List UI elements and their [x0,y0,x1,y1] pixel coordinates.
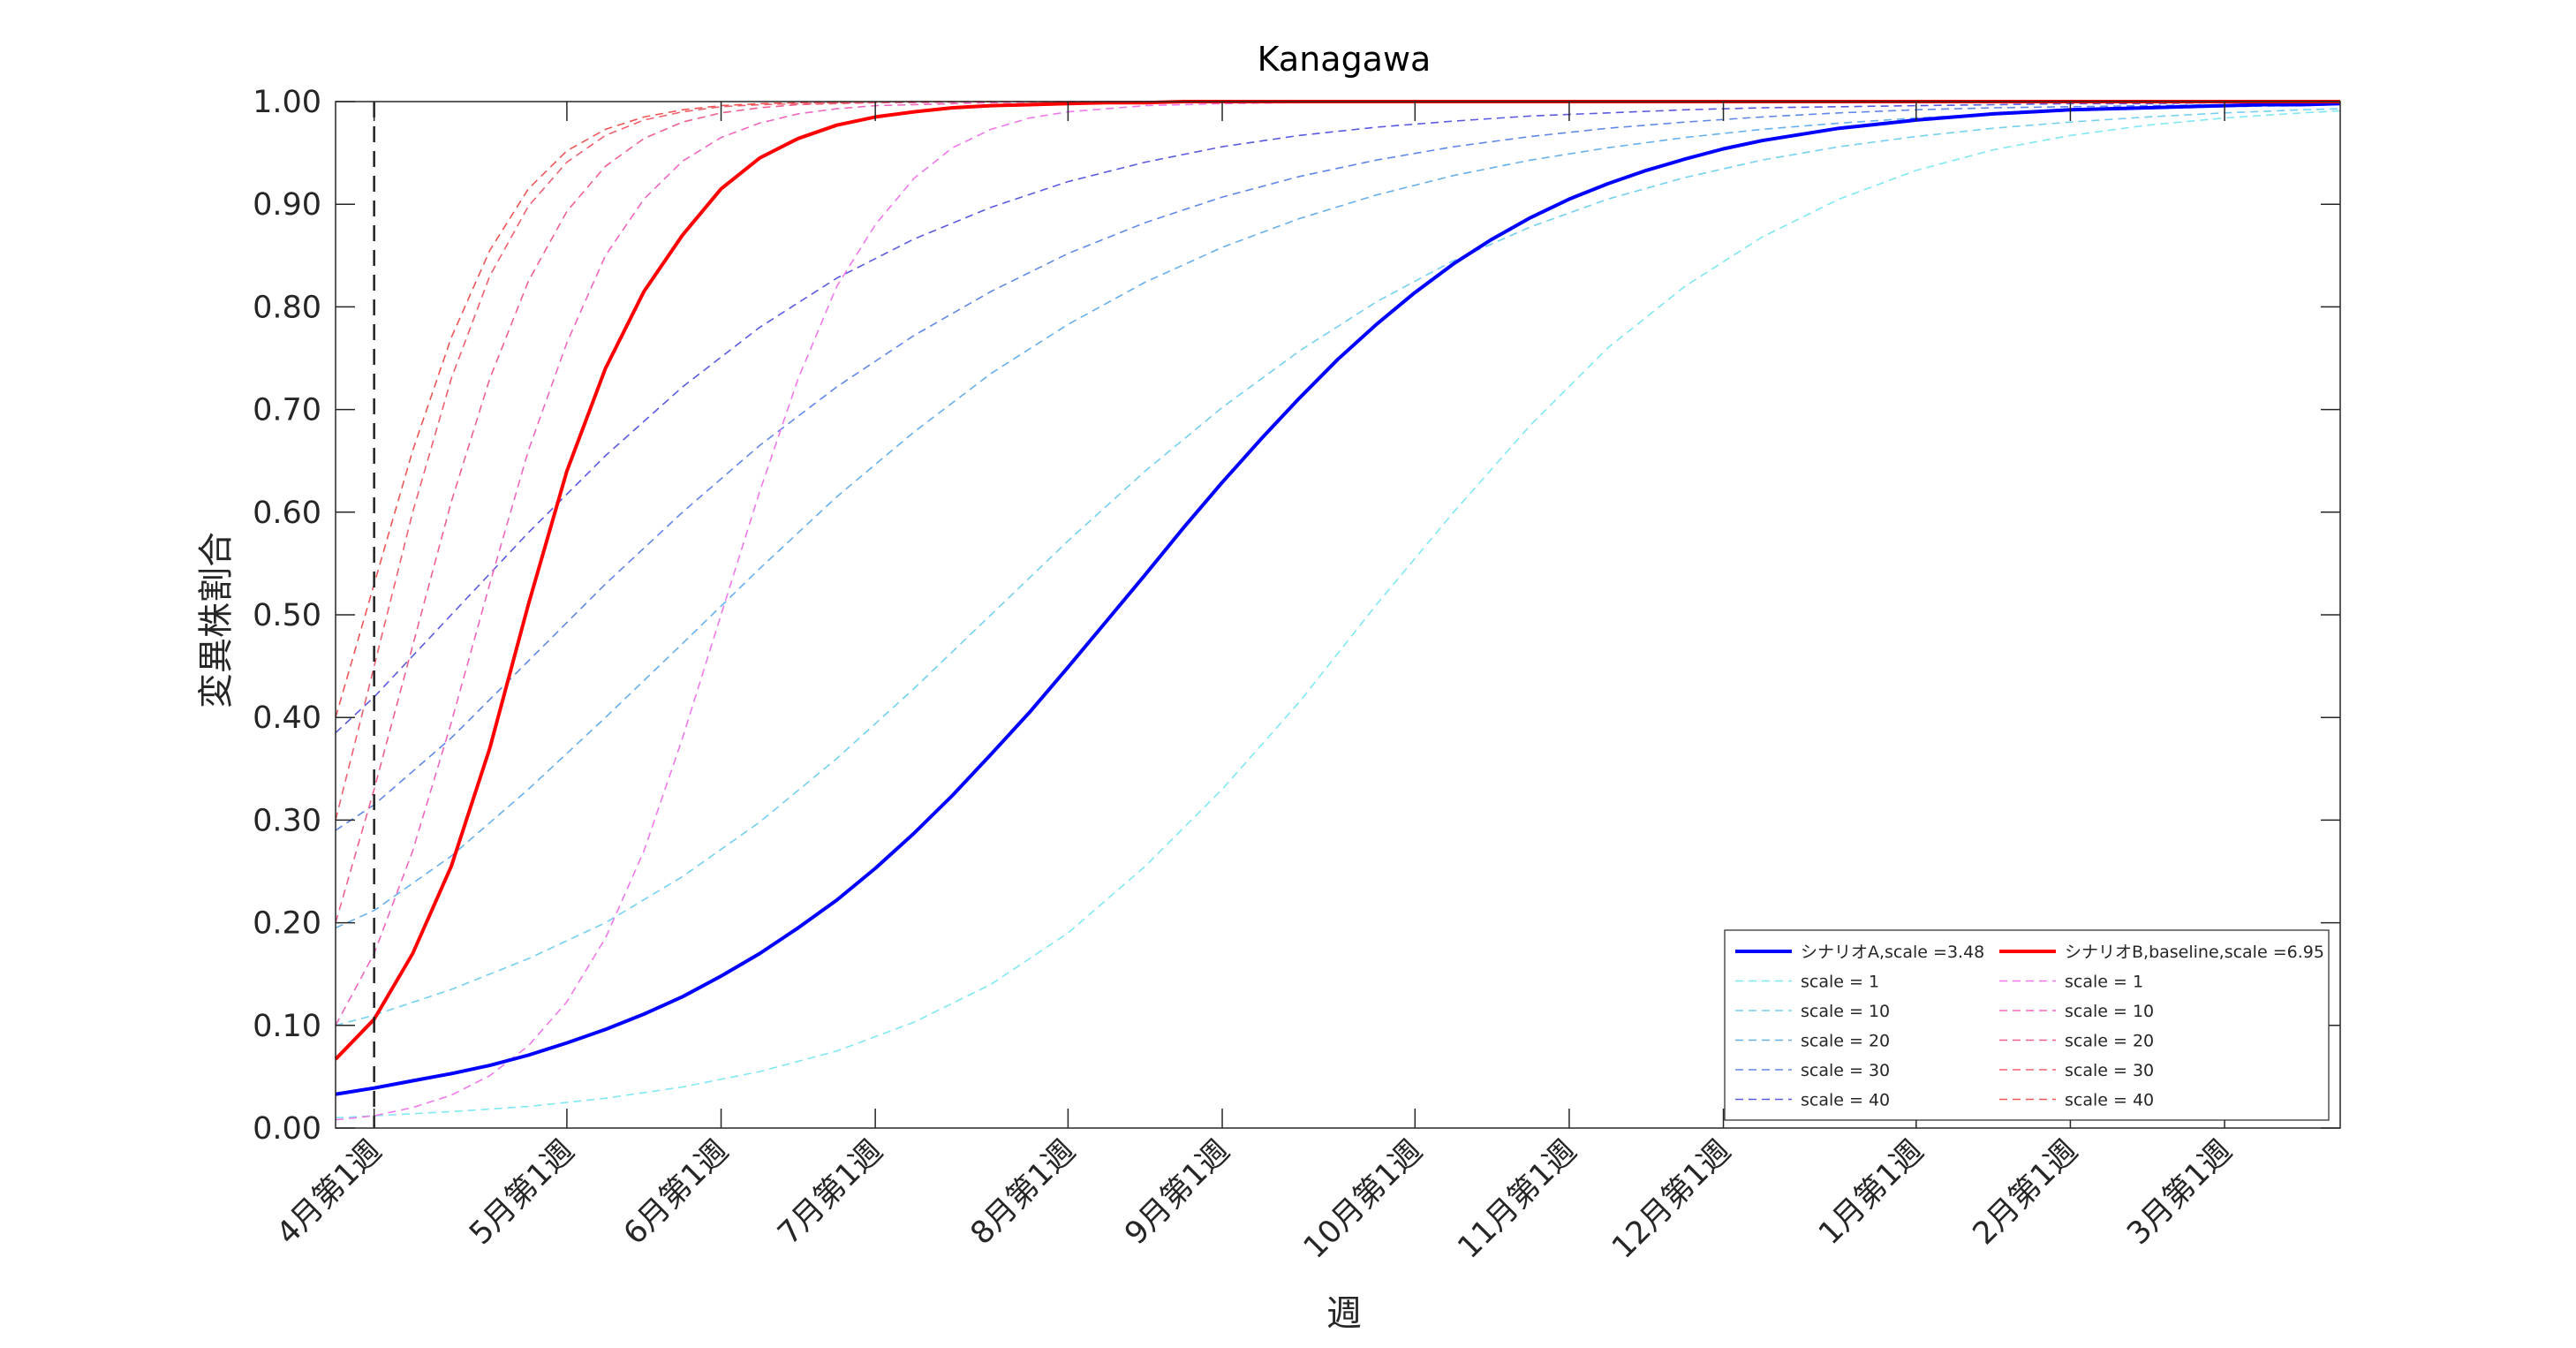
series-line-a-scale-1 [335,110,2341,1119]
legend-label: scale = 40 [1801,1091,1890,1110]
x-tick-label: 3月第1週 [2120,1133,2239,1252]
y-axis-title: 変異株割合 [196,532,237,708]
y-tick-label: 0.80 [253,290,321,325]
legend-label: scale = 1 [2065,973,2143,992]
series-line-b-scale-10 [335,101,2340,1026]
legend-label: scale = 20 [2065,1032,2154,1051]
x-tick-label: 2月第1週 [1967,1133,2085,1252]
y-tick-label: 0.00 [253,1111,321,1147]
legend-label: scale = 30 [1801,1061,1890,1080]
series-line-a-scale-10 [335,108,2341,1026]
y-tick-label: 0.10 [253,1009,321,1044]
legend-label: scale = 10 [1801,1002,1890,1021]
x-tick-label: 8月第1週 [964,1133,1083,1252]
x-tick-label: 6月第1週 [617,1133,736,1252]
y-tick-label: 0.20 [253,906,321,942]
x-tick-label: 12月第1週 [1605,1133,1738,1266]
series-line-a-scale-3-48 [335,102,2341,1096]
chart-title: Kanagawa [1258,40,1432,79]
y-tick-label: 0.30 [253,803,321,838]
series-line-a-scale-40 [335,102,2340,734]
legend-label: scale = 10 [2065,1002,2154,1021]
series-line-b-scale-30 [335,101,2340,821]
y-tick-label: 0.70 [253,393,321,428]
x-axis-title: 週 [1326,1293,1362,1334]
x-tick-label: 1月第1週 [1812,1133,1930,1252]
x-tick-labels: 4月第1週 5月第1週 6月第1週 7月第1週 8月第1週 9月第1週 10月第1週 11月第… [270,1133,2239,1266]
legend-label: scale = 40 [2065,1091,2154,1110]
y-tick-label: 0.40 [253,701,321,736]
series-line-a-scale-20 [335,103,2341,929]
x-tick-label: 11月第1週 [1452,1133,1584,1266]
y-tick-label: 0.60 [253,496,321,531]
y-tick-label: 0.90 [253,187,321,223]
x-tick-label: 4月第1週 [270,1133,389,1252]
y-tick-label: 1.00 [253,85,321,120]
series-line-a-scale-30 [335,102,2340,831]
series-line-b-scale-1 [335,101,2340,1121]
legend: シナリオA,scale =3.48 scale = 1 scale = 10 scal… [1724,929,2330,1121]
legend-label: シナリオB,baseline,scale =6.95 [2065,943,2324,962]
y-tick-label: 0.50 [253,598,321,633]
legend-label: scale = 30 [2065,1061,2154,1080]
x-tick-label: 5月第1週 [463,1133,581,1252]
x-tick-label: 7月第1週 [771,1133,889,1252]
series-line-b-scale-20 [335,101,2340,923]
x-tick-label: 10月第1週 [1297,1133,1430,1266]
y-tick-labels: 0.00 0.10 0.20 0.30 0.40 0.50 0.60 0.70 0.80 0.90… [253,85,321,1147]
legend-label: scale = 1 [1801,973,1879,992]
legend-label: シナリオA,scale =3.48 [1801,943,1984,962]
x-tick-label: 9月第1週 [1118,1133,1236,1252]
series-line-b-scale-40 [335,101,2340,718]
legend-box [1724,929,2330,1121]
series-line-b-baseline-scale-6-95 [334,100,2340,1061]
legend-label: scale = 20 [1801,1032,1890,1051]
